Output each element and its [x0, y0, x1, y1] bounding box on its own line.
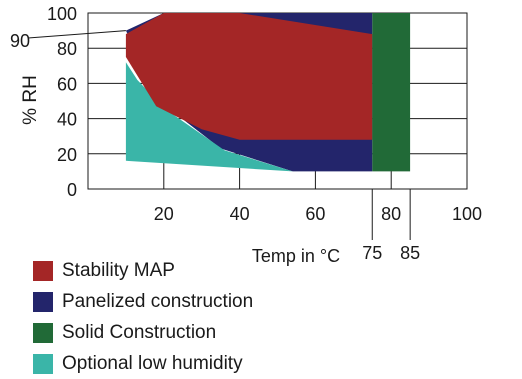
y-marker-line	[27, 30, 126, 39]
x-tick-label: 80	[381, 204, 401, 224]
legend-label: Solid Construction	[62, 321, 217, 343]
legend-item-solid-construction: Solid Construction	[33, 317, 253, 348]
legend-item-optional-low-humidity: Optional low humidity	[33, 348, 253, 379]
x-tick-label: 60	[305, 204, 325, 224]
x-axis-label: Temp in °C	[252, 246, 340, 266]
y-axis-label: % RH	[20, 75, 41, 125]
x-tick-label: 40	[230, 204, 250, 224]
legend-swatch	[33, 353, 53, 374]
y-tick-label: 80	[57, 39, 77, 59]
y-tick-label: 100	[47, 4, 77, 24]
legend: Stability MAP Panelized construction Sol…	[33, 255, 253, 379]
y-tick-label: 0	[67, 180, 77, 200]
legend-swatch	[33, 260, 53, 281]
axis-layer: 0 20 40 60 80 100 20 40 60 80 100 75 85 90	[10, 4, 482, 263]
series-layer	[125, 13, 411, 172]
legend-swatch	[33, 291, 53, 312]
legend-swatch	[33, 322, 53, 343]
series-area-solid-construction	[372, 13, 411, 172]
y-marker-label: 90	[10, 31, 30, 51]
x-marker-label: 85	[400, 243, 420, 263]
series-area-optional-low-humidity	[125, 62, 293, 172]
legend-label: Stability MAP	[62, 259, 175, 281]
legend-label: Optional low humidity	[62, 352, 243, 374]
series-area-stability-map	[125, 13, 373, 140]
legend-label: Panelized construction	[62, 290, 254, 312]
legend-item-panelized-construction: Panelized construction	[33, 286, 253, 317]
x-tick-label: 100	[452, 204, 482, 224]
y-tick-label: 60	[57, 74, 77, 94]
x-marker-label: 75	[362, 243, 382, 263]
legend-item-stability-map: Stability MAP	[33, 255, 253, 286]
x-tick-label: 20	[154, 204, 174, 224]
y-tick-label: 40	[57, 110, 77, 130]
y-tick-label: 20	[57, 145, 77, 165]
